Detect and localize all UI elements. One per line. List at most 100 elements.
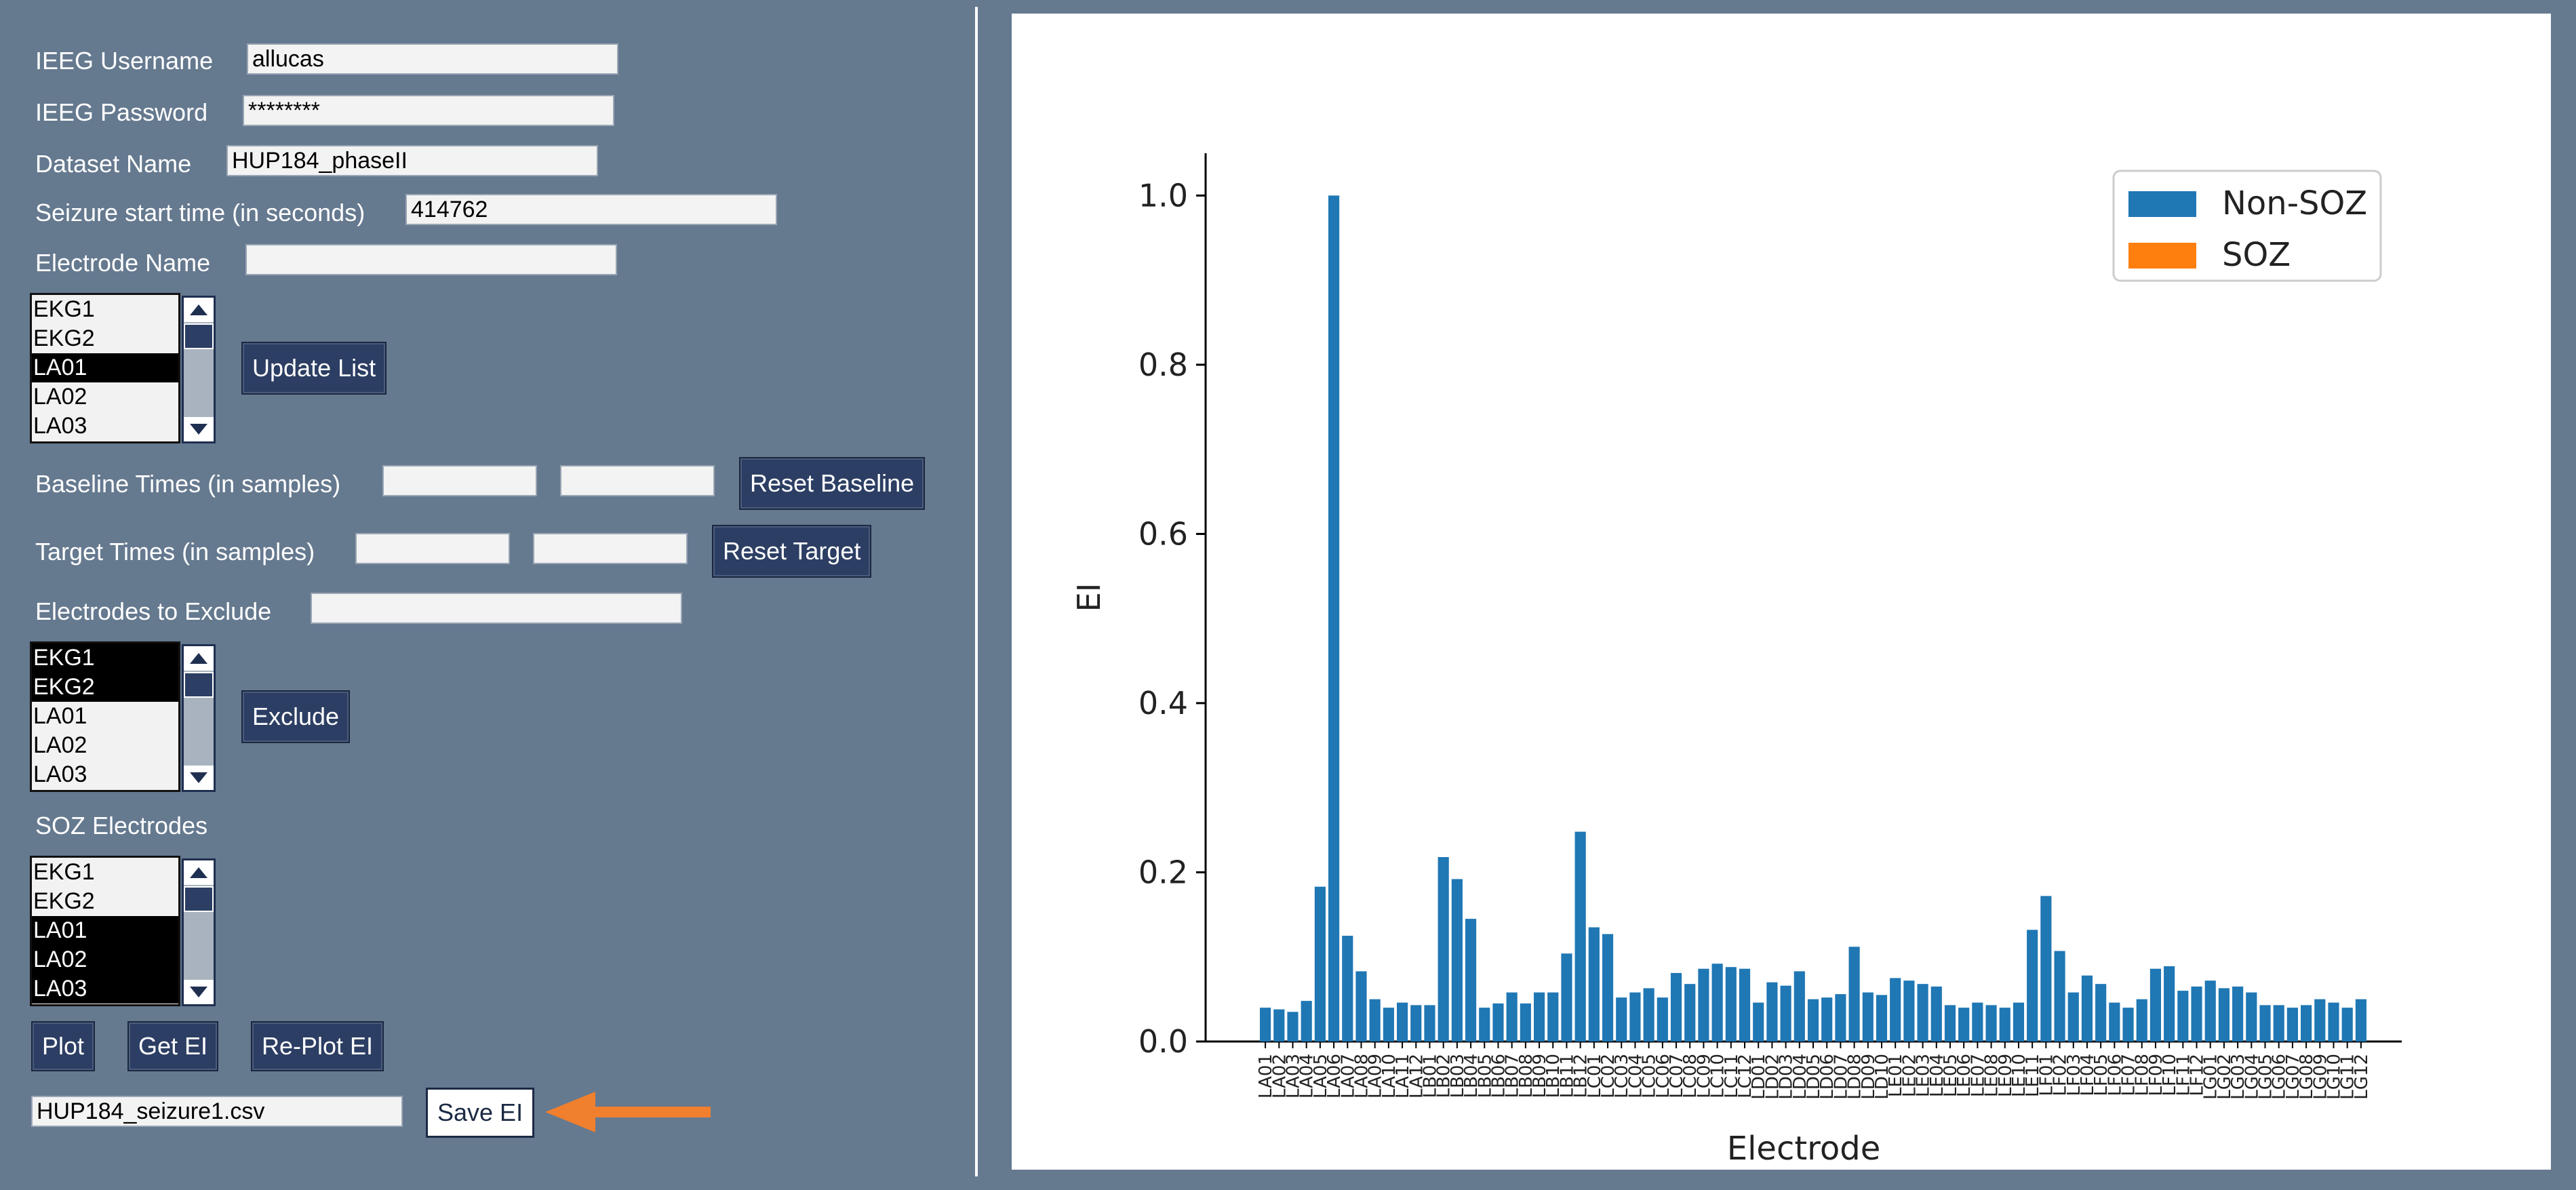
x-tick-label: LE10	[2009, 1054, 2029, 1097]
x-tick-label: LG09	[2310, 1054, 2331, 1100]
password-label: IEEG Password	[35, 98, 208, 126]
x-tick-label: LA09	[1366, 1054, 1386, 1098]
x-tick-label: LD02	[1762, 1054, 1783, 1100]
plot-button[interactable]: Plot	[31, 1021, 96, 1071]
triangle-down-icon[interactable]	[184, 980, 214, 1004]
electrode-name-input[interactable]	[245, 244, 617, 275]
bar	[1410, 1005, 1422, 1042]
username-input[interactable]: allucas	[247, 43, 618, 75]
list-item[interactable]: LA03	[33, 761, 87, 787]
soz-scrollbar[interactable]	[182, 858, 216, 1006]
bar	[1780, 985, 1791, 1042]
triangle-down-icon[interactable]	[184, 766, 214, 790]
x-tick-label: LC05	[1640, 1054, 1660, 1098]
x-tick-label: LA11	[1393, 1054, 1413, 1098]
soz-listbox[interactable]: EKG1 EKG2 LA01 LA02 LA03	[30, 856, 180, 1006]
list-item[interactable]: LA03	[32, 974, 178, 1004]
bar	[1492, 1003, 1504, 1042]
list-item[interactable]: LA01	[32, 916, 178, 945]
target-start-input[interactable]	[355, 533, 510, 564]
triangle-down-icon[interactable]	[184, 417, 214, 441]
save-ei-button[interactable]: Save EI	[426, 1088, 535, 1138]
scrollbar-thumb[interactable]	[184, 323, 214, 349]
bar	[1821, 997, 1833, 1042]
bar	[2286, 1008, 2298, 1042]
electrode-scrollbar[interactable]	[182, 296, 216, 443]
legend-swatch	[2128, 191, 2196, 217]
triangle-up-icon[interactable]	[184, 646, 214, 671]
list-item[interactable]: LA03	[33, 413, 87, 439]
bar	[1972, 1002, 1983, 1042]
bar	[1616, 997, 1627, 1042]
x-tick-label: LG04	[2242, 1054, 2262, 1100]
bar	[1753, 1002, 1764, 1042]
bar	[1383, 1008, 1394, 1042]
electrode-listbox[interactable]: EKG1 EKG2 LA01 LA02 LA03	[30, 293, 180, 443]
x-tick-label: LA10	[1379, 1054, 1400, 1098]
panel-divider	[975, 7, 978, 1176]
bar	[2246, 992, 2257, 1042]
list-item[interactable]: EKG2	[33, 325, 95, 351]
target-end-input[interactable]	[533, 533, 688, 564]
x-tick-label: LC03	[1612, 1054, 1632, 1098]
x-tick-label: LA03	[1283, 1054, 1303, 1098]
x-tick-label: LF09	[2146, 1054, 2166, 1096]
list-item[interactable]: EKG1	[33, 296, 95, 322]
bar	[2109, 1002, 2120, 1042]
dataset-input[interactable]: HUP184_phaseII	[226, 145, 598, 176]
list-item[interactable]: LA01	[33, 703, 87, 729]
password-input[interactable]: ********	[243, 95, 614, 126]
exclude-input[interactable]	[311, 593, 682, 624]
x-tick-label: LE01	[1886, 1054, 1906, 1097]
x-tick-label: LF06	[2105, 1054, 2125, 1096]
bar	[2232, 986, 2244, 1042]
bar	[2095, 984, 2107, 1042]
list-item[interactable]: EKG2	[32, 673, 178, 702]
triangle-up-icon[interactable]	[184, 298, 214, 322]
reset-target-button[interactable]: Reset Target	[712, 525, 872, 578]
exclude-scrollbar[interactable]	[182, 644, 216, 792]
exclude-listbox[interactable]: EKG1 EKG2 LA01 LA02 LA03	[30, 641, 180, 792]
replot-ei-button[interactable]: Re-Plot EI	[251, 1021, 384, 1071]
plot-panel: 0.0 0.2 0.4 0.6 0.8 1.0 LA01 LA02 LA03 LA04 LA05 LA…	[1012, 14, 2551, 1170]
scrollbar-thumb[interactable]	[184, 886, 214, 912]
list-item[interactable]: EKG1	[32, 643, 178, 673]
filename-input[interactable]: HUP184_seizure1.csv	[31, 1096, 403, 1127]
x-tick-label: LE04	[1927, 1054, 1947, 1097]
scrollbar-thumb[interactable]	[184, 672, 214, 698]
legend-label: Non-SOZ	[2222, 184, 2367, 222]
x-tick-label: LC06	[1653, 1054, 1673, 1098]
reset-baseline-button[interactable]: Reset Baseline	[739, 457, 926, 510]
exclude-button[interactable]: Exclude	[241, 690, 351, 743]
bar	[1438, 857, 1449, 1042]
bar	[2122, 1008, 2134, 1042]
baseline-start-input[interactable]	[382, 465, 537, 496]
x-tick-label: LD01	[1749, 1054, 1769, 1100]
list-item[interactable]: EKG1	[33, 859, 95, 885]
list-item[interactable]: LA02	[33, 384, 87, 410]
triangle-up-icon[interactable]	[184, 860, 214, 885]
x-tick-label: LD05	[1804, 1054, 1824, 1100]
update-list-button[interactable]: Update List	[241, 342, 387, 395]
legend-swatch	[2128, 243, 2196, 269]
y-tick-label: 0.6	[1138, 515, 1188, 552]
x-tick-label: LE11	[2023, 1054, 2043, 1097]
bar	[2355, 999, 2366, 1042]
baseline-end-input[interactable]	[560, 465, 715, 496]
x-tick-label: LC08	[1680, 1054, 1701, 1098]
x-tick-label: LF03	[2064, 1054, 2084, 1096]
bar	[1958, 1008, 1970, 1042]
x-tick-label: LE02	[1899, 1054, 1920, 1097]
y-tick-label: 0.4	[1138, 685, 1188, 721]
bar	[2067, 992, 2079, 1042]
bar	[1917, 984, 1928, 1042]
seizure-time-input[interactable]: 414762	[405, 194, 777, 225]
list-item[interactable]: EKG2	[33, 888, 95, 914]
list-item[interactable]: LA01	[32, 353, 178, 382]
list-item[interactable]: LA02	[33, 732, 87, 758]
x-tick-label: LG05	[2256, 1054, 2276, 1100]
get-ei-button[interactable]: Get EI	[127, 1021, 219, 1071]
bar	[1451, 879, 1463, 1042]
list-item[interactable]: LA02	[32, 945, 178, 974]
x-tick-label: LG12	[2352, 1054, 2372, 1100]
